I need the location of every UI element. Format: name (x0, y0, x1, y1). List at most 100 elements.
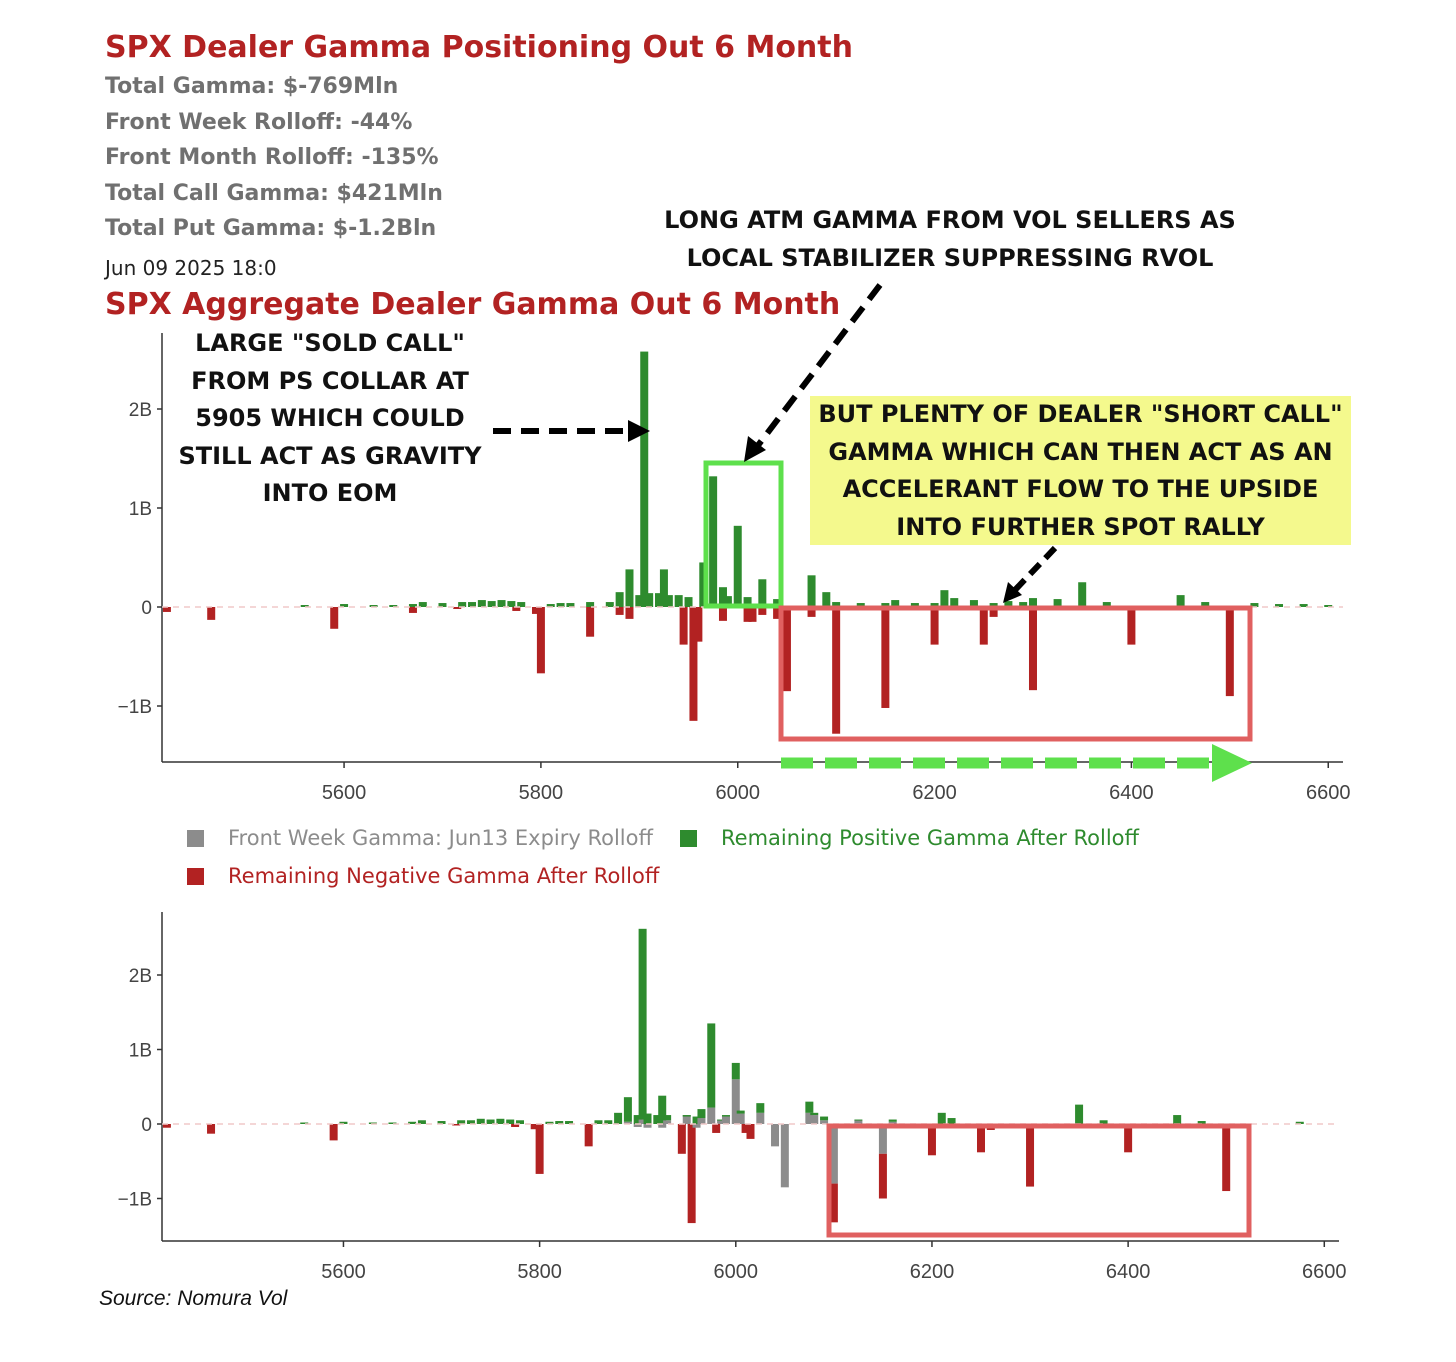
bar-positive (418, 602, 427, 607)
bar-positive (1173, 1115, 1182, 1124)
x-tick-label: 6600 (1302, 1261, 1347, 1283)
bar-positive (640, 351, 649, 607)
bar-rolloff (707, 1107, 716, 1124)
legend-positive[interactable]: Remaining Positive Gamma After Rolloff (680, 826, 1139, 850)
bar-positive (856, 603, 865, 607)
bar-rolloff (663, 1120, 672, 1124)
bar-negative (782, 607, 791, 692)
bar-positive (604, 1120, 613, 1124)
y-tick-label: 1B (129, 1041, 152, 1062)
bar-positive (1324, 605, 1333, 607)
bar-positive (623, 1097, 632, 1122)
bar-negative (162, 607, 171, 612)
bar-negative (718, 607, 727, 621)
bar-negative (536, 607, 545, 674)
bar-negative (878, 1153, 887, 1199)
bar-positive (1004, 601, 1013, 607)
bar-rolloff (854, 1120, 863, 1124)
bar-positive (1028, 598, 1037, 607)
bar-negative (677, 1124, 686, 1154)
bar-positive (339, 1121, 348, 1124)
bar-positive (743, 597, 752, 607)
bar-rolloff (717, 1120, 726, 1124)
bar-rolloff (692, 1124, 701, 1128)
bar-positive (487, 601, 496, 607)
bar-positive (605, 602, 614, 607)
bar-positive (625, 569, 634, 607)
bar-positive (682, 1115, 691, 1117)
short-call-note: BUT PLENTY OF DEALER "SHORT CALL" GAMMA … (810, 396, 1351, 545)
chart-aggregate: 2B 1B 0 −1B 5600 5800 6000 6200 6400 6600 (118, 283, 1351, 804)
x-tick-label: 6200 (912, 782, 957, 804)
bar-rolloff (756, 1112, 765, 1124)
long-atm-note: LONG ATM GAMMA FROM VOL SELLERS AS LOCAL… (664, 206, 1236, 272)
bar-positive (507, 601, 516, 607)
bar-negative (832, 607, 841, 734)
x-tick-label: 6000 (715, 782, 760, 804)
bar-negative (535, 1124, 544, 1174)
bar-positive (633, 1115, 642, 1124)
stat-front-week-rolloff: Front Week Rolloff: -44% (105, 110, 413, 135)
bar-positive (1201, 602, 1210, 607)
bar-negative (511, 1124, 520, 1127)
bar-positive (733, 525, 742, 607)
x-tick-label: 6000 (714, 1261, 759, 1283)
bar-positive (697, 1109, 706, 1119)
bar-positive (659, 569, 668, 607)
x-tick-label: 6400 (1109, 782, 1154, 804)
bar-rolloff (633, 1124, 642, 1127)
bar-positive (807, 575, 816, 607)
chart-subtitle: SPX Aggregate Dealer Gamma Out 6 Month (105, 287, 841, 322)
x-tick-label: 5800 (519, 782, 564, 804)
bar-positive (832, 602, 841, 607)
x-tick-label: 6600 (1306, 782, 1351, 804)
bar-negative (689, 607, 698, 721)
bar-positive (635, 595, 644, 607)
legend-swatch-red (187, 867, 204, 885)
bar-positive (950, 598, 959, 607)
bar-positive (517, 602, 526, 607)
bar-positive (486, 1119, 495, 1124)
bar-negative (927, 1124, 936, 1156)
x-tick-label: 5600 (321, 1261, 366, 1283)
bar-positive (1250, 603, 1259, 607)
y-tick-label: −1B (118, 1190, 152, 1211)
bar-rolloff (805, 1112, 814, 1124)
bar-positive (586, 602, 595, 607)
long-atm-arrow (753, 283, 883, 450)
bar-negative (881, 607, 890, 708)
bar-positive (664, 595, 673, 607)
bar-negative (979, 607, 988, 645)
bar-positive (556, 603, 565, 607)
bar-positive (910, 603, 919, 607)
bar-positive (1099, 1120, 1108, 1124)
bar-rolloff (888, 1121, 897, 1124)
bar-negative (615, 607, 624, 615)
bar-rolloff (829, 1124, 838, 1184)
x-tick-label: 6400 (1106, 1261, 1151, 1283)
short-call-arrow (1012, 545, 1058, 593)
bar-negative (531, 607, 540, 614)
bar-positive (1176, 595, 1185, 607)
bar-positive (756, 1103, 765, 1113)
bar-positive (731, 1062, 740, 1080)
bar-rolloff (771, 1124, 780, 1147)
bar-positive (989, 603, 998, 607)
bar-negative (207, 607, 216, 620)
legend-negative[interactable]: Remaining Negative Gamma After Rolloff (187, 864, 659, 888)
source-note: Source: Nomura Vol (99, 1287, 288, 1310)
x-tick-label: 5600 (322, 782, 367, 804)
y-tick-label: −1B (118, 697, 152, 718)
bar-negative (930, 607, 939, 645)
bar-positive (937, 1112, 946, 1124)
upside-arrowhead (1212, 744, 1252, 782)
bar-positive (723, 596, 732, 607)
bar-positive (1019, 602, 1028, 607)
legend-front-week[interactable]: Front Week Gamma: Jun13 Expiry Rolloff (187, 826, 653, 850)
stat-total-gamma: Total Gamma: $-769Mln (105, 74, 399, 99)
bar-positive (822, 592, 831, 607)
bar-positive (417, 1120, 426, 1124)
bar-positive (717, 1119, 726, 1121)
bar-rolloff (810, 1115, 819, 1124)
bar-positive (477, 600, 486, 607)
